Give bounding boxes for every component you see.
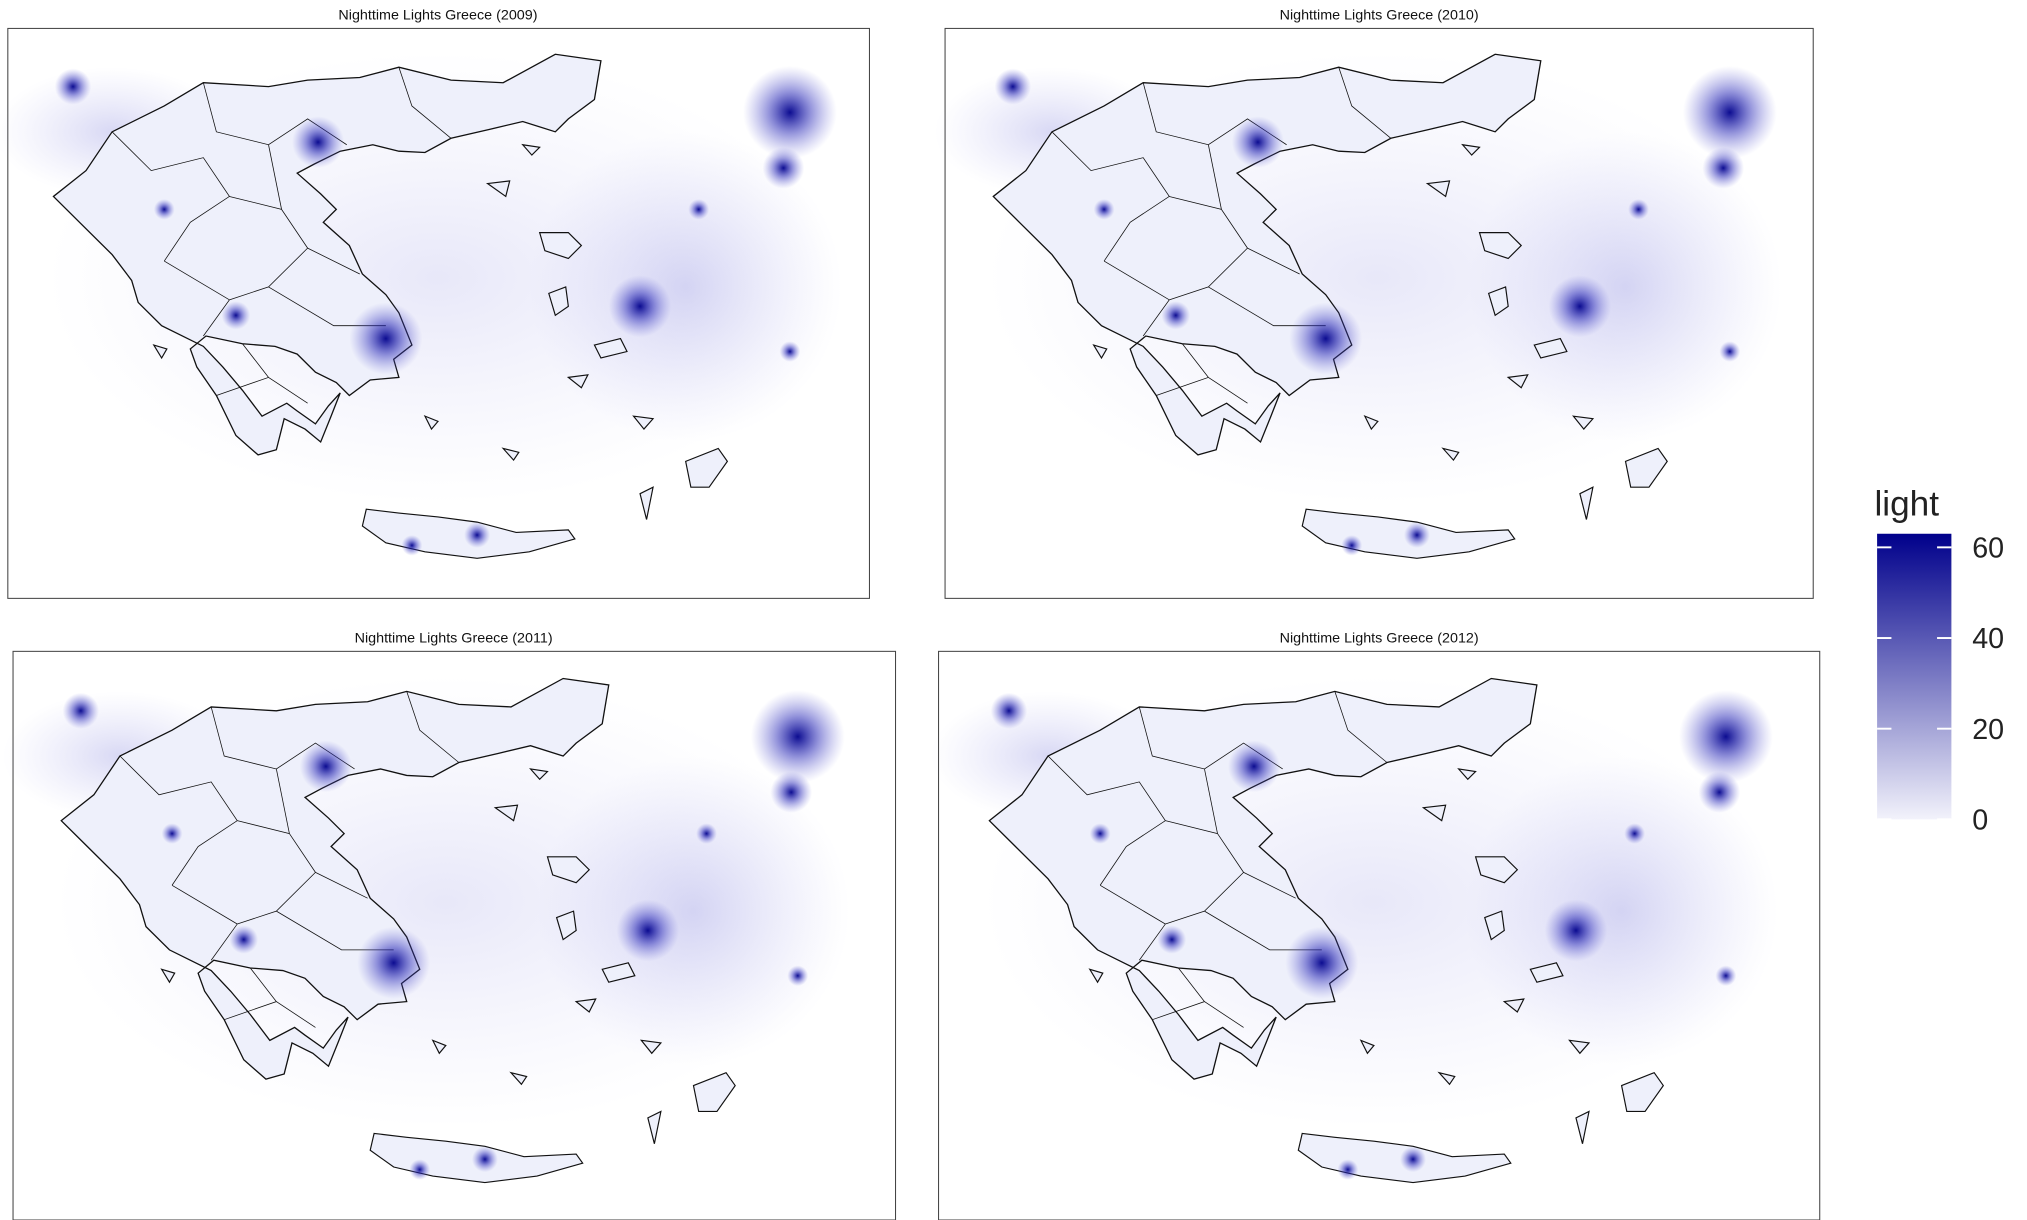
map xyxy=(935,52,1782,559)
map xyxy=(0,52,842,559)
color-bar xyxy=(1877,534,1951,820)
tick-label: 60 xyxy=(1972,533,2004,565)
tick-label: 0 xyxy=(1972,805,1988,837)
map xyxy=(931,676,1778,1183)
page: Nighttime Lights Greece (2009) Nighttime… xyxy=(0,0,2027,1220)
tick-label: 40 xyxy=(1972,623,2004,655)
panel-title: Nighttime Lights Greece (2010) xyxy=(1280,7,1479,23)
map xyxy=(3,676,850,1183)
panel-title: Nighttime Lights Greece (2011) xyxy=(355,630,553,646)
panel-title: Nighttime Lights Greece (2012) xyxy=(1280,630,1479,646)
figure: Nighttime Lights Greece (2009) Nighttime… xyxy=(0,0,2027,1220)
legend: light 0 20 40 60 xyxy=(1874,485,2004,837)
legend-title: light xyxy=(1874,485,1939,524)
panel-title: Nighttime Lights Greece (2009) xyxy=(338,7,537,23)
tick-label: 20 xyxy=(1972,714,2004,746)
